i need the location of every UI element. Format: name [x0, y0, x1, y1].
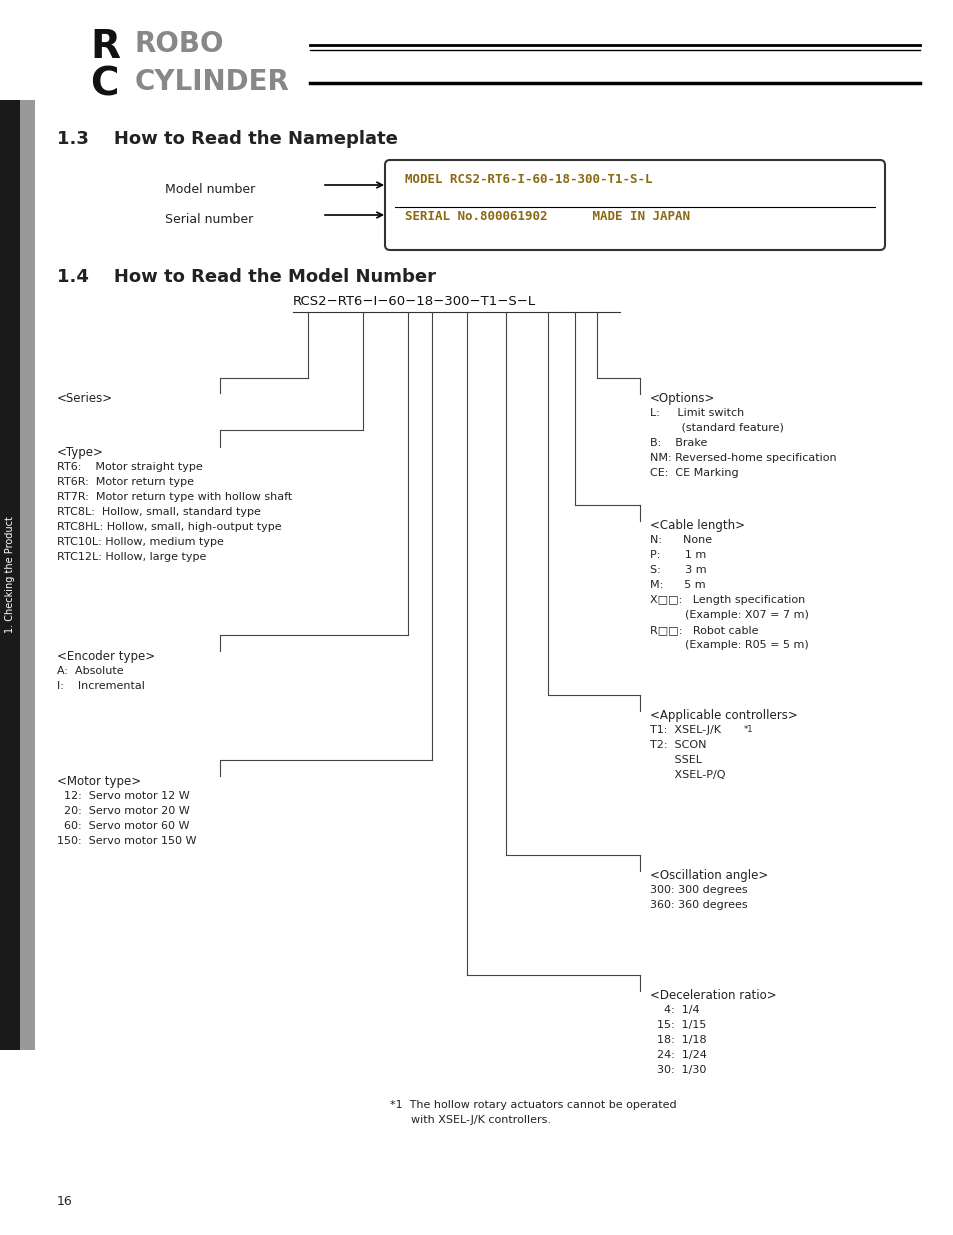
Text: 1.3    How to Read the Nameplate: 1.3 How to Read the Nameplate — [57, 130, 397, 148]
Text: I:    Incremental: I: Incremental — [57, 680, 145, 692]
Text: <Type>: <Type> — [57, 446, 104, 459]
Text: T2:  SCON: T2: SCON — [649, 740, 706, 750]
Text: <Options>: <Options> — [649, 391, 715, 405]
Text: 360: 360 degrees: 360: 360 degrees — [649, 900, 747, 910]
Text: NM: Reversed-home specification: NM: Reversed-home specification — [649, 453, 836, 463]
Text: MODEL RCS2-RT6-I-60-18-300-T1-S-L: MODEL RCS2-RT6-I-60-18-300-T1-S-L — [405, 173, 652, 186]
Text: CE:  CE Marking: CE: CE Marking — [649, 468, 738, 478]
Text: <Deceleration ratio>: <Deceleration ratio> — [649, 989, 776, 1002]
Text: 18:  1/18: 18: 1/18 — [649, 1035, 706, 1045]
Text: S:       3 m: S: 3 m — [649, 564, 706, 576]
Text: 60:  Servo motor 60 W: 60: Servo motor 60 W — [57, 821, 190, 831]
Text: SSEL: SSEL — [649, 755, 701, 764]
Text: <Applicable controllers>: <Applicable controllers> — [649, 709, 797, 722]
Text: with XSEL-J/K controllers.: with XSEL-J/K controllers. — [390, 1115, 551, 1125]
Bar — [20, 100, 35, 1050]
Text: <Cable length>: <Cable length> — [649, 519, 744, 532]
Text: ROBO: ROBO — [135, 30, 224, 58]
Text: RTC8HL: Hollow, small, high-output type: RTC8HL: Hollow, small, high-output type — [57, 522, 281, 532]
Text: Serial number: Serial number — [165, 212, 253, 226]
Text: 1.4    How to Read the Model Number: 1.4 How to Read the Model Number — [57, 268, 436, 287]
Text: T1:  XSEL-J/K: T1: XSEL-J/K — [649, 725, 720, 735]
Text: SERIAL No.800061902      MADE IN JAPAN: SERIAL No.800061902 MADE IN JAPAN — [405, 210, 689, 224]
Text: <Series>: <Series> — [57, 391, 113, 405]
Text: 12:  Servo motor 12 W: 12: Servo motor 12 W — [57, 790, 190, 802]
Text: RT7R:  Motor return type with hollow shaft: RT7R: Motor return type with hollow shaf… — [57, 492, 292, 501]
Text: RT6R:  Motor return type: RT6R: Motor return type — [57, 477, 193, 487]
Text: X□□:   Length specification: X□□: Length specification — [649, 595, 804, 605]
Text: 1. Checking the Product: 1. Checking the Product — [5, 516, 15, 634]
Text: RTC8L:  Hollow, small, standard type: RTC8L: Hollow, small, standard type — [57, 508, 260, 517]
Text: B:    Brake: B: Brake — [649, 438, 706, 448]
Text: R□□:   Robot cable: R□□: Robot cable — [649, 625, 758, 635]
Bar — [0, 100, 20, 1050]
Text: C: C — [90, 65, 118, 103]
Text: 30:  1/30: 30: 1/30 — [649, 1065, 705, 1074]
Text: N:      None: N: None — [649, 535, 711, 545]
Text: Model number: Model number — [165, 183, 255, 196]
Text: *1  The hollow rotary actuators cannot be operated: *1 The hollow rotary actuators cannot be… — [390, 1100, 676, 1110]
Text: CYLINDER: CYLINDER — [135, 68, 290, 96]
Text: (standard feature): (standard feature) — [649, 424, 783, 433]
Text: (Example: R05 = 5 m): (Example: R05 = 5 m) — [649, 640, 808, 650]
Text: 150:  Servo motor 150 W: 150: Servo motor 150 W — [57, 836, 196, 846]
Text: A:  Absolute: A: Absolute — [57, 666, 124, 676]
Text: RTC12L: Hollow, large type: RTC12L: Hollow, large type — [57, 552, 206, 562]
Text: <Motor type>: <Motor type> — [57, 776, 141, 788]
Text: RT6:    Motor straight type: RT6: Motor straight type — [57, 462, 203, 472]
Text: R: R — [90, 28, 120, 65]
Text: 24:  1/24: 24: 1/24 — [649, 1050, 706, 1060]
Text: *1: *1 — [743, 725, 753, 734]
Text: P:       1 m: P: 1 m — [649, 550, 705, 559]
Text: 16: 16 — [57, 1195, 72, 1208]
Text: RCS2−RT6−I−60−18−300−T1−S−L: RCS2−RT6−I−60−18−300−T1−S−L — [293, 295, 536, 308]
Text: 15:  1/15: 15: 1/15 — [649, 1020, 705, 1030]
Text: <Oscillation angle>: <Oscillation angle> — [649, 869, 767, 882]
Text: XSEL-P/Q: XSEL-P/Q — [649, 769, 724, 781]
Text: 300: 300 degrees: 300: 300 degrees — [649, 885, 747, 895]
Text: 4:  1/4: 4: 1/4 — [649, 1005, 699, 1015]
Text: (Example: X07 = 7 m): (Example: X07 = 7 m) — [649, 610, 808, 620]
Text: RTC10L: Hollow, medium type: RTC10L: Hollow, medium type — [57, 537, 224, 547]
Text: <Encoder type>: <Encoder type> — [57, 650, 155, 663]
FancyBboxPatch shape — [385, 161, 884, 249]
Text: 20:  Servo motor 20 W: 20: Servo motor 20 W — [57, 806, 190, 816]
Text: L:     Limit switch: L: Limit switch — [649, 408, 743, 417]
Text: M:      5 m: M: 5 m — [649, 580, 705, 590]
